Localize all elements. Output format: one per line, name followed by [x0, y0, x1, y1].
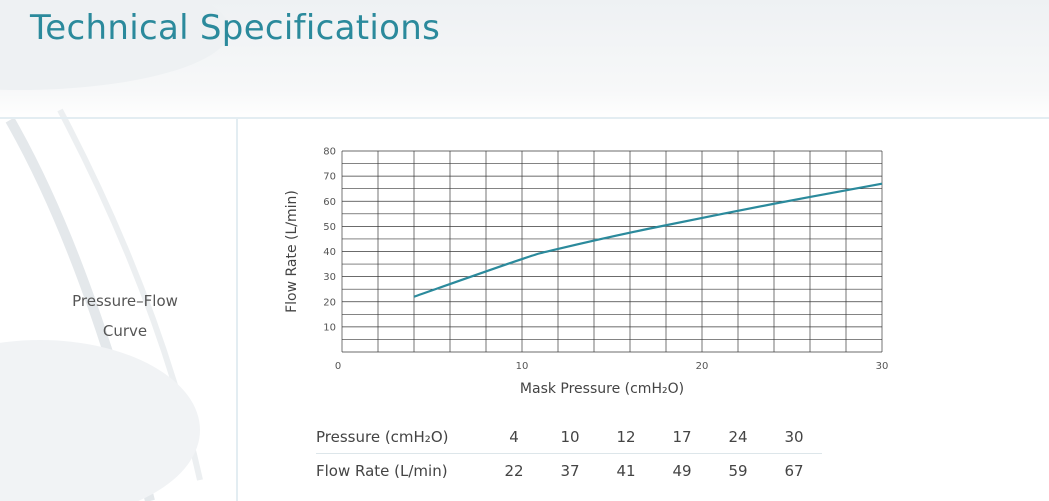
spec-cell: 12 [598, 420, 654, 454]
spec-cell: 30 [766, 420, 822, 454]
spec-row-label: Pressure–Flow Curve [40, 286, 210, 346]
pressure-flow-chart: 10 20 30 40 50 60 70 80 0 10 20 30 Flow Rate (L/min… [284, 147, 888, 398]
section-divider [0, 117, 1049, 119]
spec-cell: 49 [672, 461, 692, 480]
chart-y-tick-label: 10 [323, 322, 336, 333]
spec-table: Pressure (cmH₂O) 4 10 12 17 24 30 Flow Rate (L/… [316, 420, 822, 487]
chart-y-tick-label: 50 [323, 222, 336, 233]
chart-grid [341, 150, 883, 353]
spec-table-row: Flow Rate (L/min) 22 37 41 49 59 67 [316, 454, 822, 488]
spec-cell: 59 [728, 461, 748, 480]
spec-row-header: Pressure (cmH₂O) [316, 420, 486, 454]
product-image-watermark [0, 0, 230, 501]
chart-ticks: 10 20 30 40 50 60 70 80 0 10 20 30 [323, 147, 888, 373]
chart-x-tick-label: 10 [516, 361, 529, 372]
chart-y-tick-label: 60 [323, 197, 336, 208]
spec-cell: 37 [560, 461, 580, 480]
spec-row-header: Flow Rate (L/min) [316, 461, 448, 480]
chart-y-tick-label: 30 [323, 272, 336, 283]
chart-y-axis-title: Flow Rate (L/min) [284, 190, 300, 313]
chart-x-tick-label: 20 [696, 361, 709, 372]
chart-y-tick-label: 40 [323, 247, 336, 258]
page-title: Technical Specifications [30, 8, 441, 48]
chart-y-tick-label: 70 [323, 172, 336, 183]
spec-cell: 17 [654, 420, 710, 454]
spec-cell: 41 [616, 461, 636, 480]
row-label-line2: Curve [102, 322, 148, 340]
spec-table-row: Pressure (cmH₂O) 4 10 12 17 24 30 [316, 420, 822, 454]
column-divider [236, 118, 238, 501]
spec-cell: 22 [504, 461, 524, 480]
chart-x-tick-label: 0 [335, 361, 341, 372]
chart-series-line [413, 182, 883, 298]
chart-x-axis-title: Mask Pressure (cmH₂O) [520, 381, 684, 397]
spec-cell: 4 [486, 420, 542, 454]
spec-cell: 10 [542, 420, 598, 454]
spec-cell: 67 [784, 461, 804, 480]
chart-y-tick-label: 80 [323, 147, 336, 158]
row-label-line1: Pressure–Flow [72, 292, 178, 310]
spec-cell: 24 [710, 420, 766, 454]
chart-x-tick-label: 30 [876, 361, 889, 372]
chart-y-tick-label: 20 [323, 297, 336, 308]
